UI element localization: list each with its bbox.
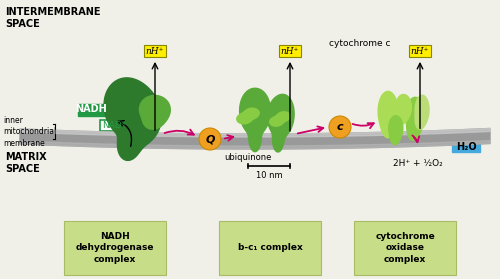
Text: NAD⁺: NAD⁺ [102,121,126,130]
Polygon shape [140,95,170,129]
Text: cytochrome
oxidase
complex: cytochrome oxidase complex [375,232,435,264]
Text: nH⁺: nH⁺ [281,47,299,56]
FancyBboxPatch shape [78,104,106,116]
Text: 2H⁺ + ½O₂: 2H⁺ + ½O₂ [393,160,443,169]
Text: + H⁺: + H⁺ [107,105,134,114]
Polygon shape [20,128,490,137]
Circle shape [329,116,351,138]
Text: MATRIX
SPACE: MATRIX SPACE [5,152,46,174]
Text: c: c [336,122,344,132]
Polygon shape [378,92,398,138]
Polygon shape [20,128,490,149]
Polygon shape [104,78,162,160]
Text: H₂O: H₂O [456,141,476,151]
FancyBboxPatch shape [452,141,480,152]
Polygon shape [389,116,403,145]
Text: 10 nm: 10 nm [256,171,282,180]
Text: cytochrome c: cytochrome c [329,40,391,49]
Polygon shape [20,140,490,149]
Circle shape [199,128,221,150]
Text: b-c₁ complex: b-c₁ complex [238,244,302,252]
Polygon shape [415,95,429,129]
Text: nH⁺: nH⁺ [411,47,429,56]
Polygon shape [406,97,424,140]
Text: NADH: NADH [76,105,108,114]
Text: ubiquinone: ubiquinone [224,153,272,162]
Text: Q: Q [206,134,215,144]
Polygon shape [240,88,270,152]
Polygon shape [237,108,259,124]
Polygon shape [270,112,290,126]
FancyBboxPatch shape [219,221,321,275]
FancyBboxPatch shape [100,120,128,131]
Text: nH⁺: nH⁺ [146,47,164,56]
FancyBboxPatch shape [64,221,166,275]
Text: INTERMEMBRANE
SPACE: INTERMEMBRANE SPACE [5,7,100,29]
Text: NADH
dehydrogenase
complex: NADH dehydrogenase complex [76,232,154,264]
FancyBboxPatch shape [354,221,456,275]
Text: inner
mitochondrial
membrane: inner mitochondrial membrane [3,116,56,148]
Polygon shape [268,94,294,152]
Polygon shape [394,95,411,125]
